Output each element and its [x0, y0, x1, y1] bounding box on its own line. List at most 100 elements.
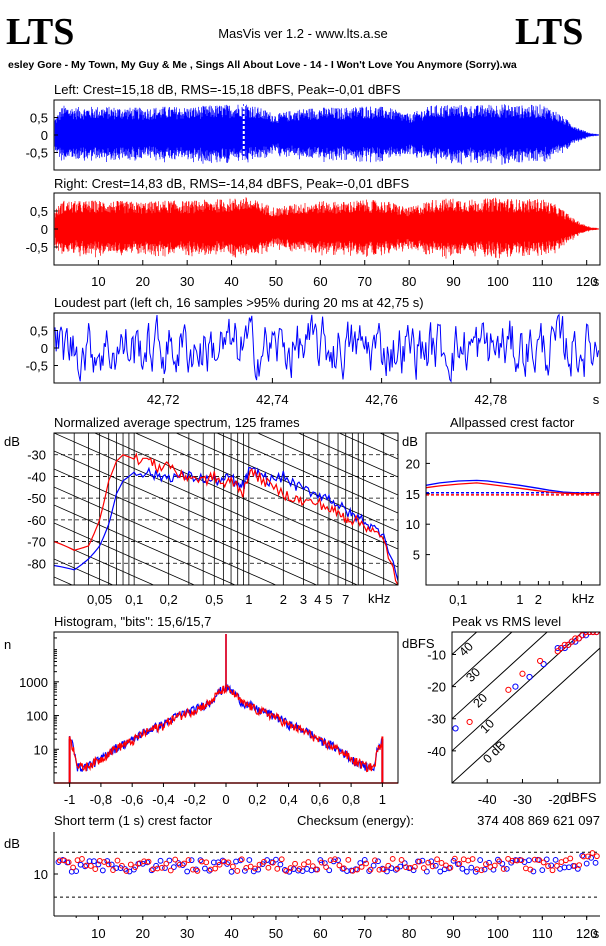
short-crest-point-red [593, 853, 600, 860]
short-crest-point-red [181, 860, 187, 867]
left-waveform-frame [53, 99, 601, 171]
short-crest-title: Short term (1 s) crest factor [54, 813, 213, 828]
short-crest-point-red [314, 866, 321, 873]
short-crest-point-red [172, 856, 179, 863]
short-crest-point-red [425, 859, 432, 866]
short-crest-point-red [110, 867, 116, 873]
histogram-title: Histogram, "bits": 15,6/15,7 [54, 614, 211, 629]
histogram-xtick-label: -0,6 [121, 792, 143, 807]
short-crest-point-red [340, 865, 347, 872]
short-crest-point-red [216, 861, 223, 868]
peak-rms-title: Peak vs RMS level [452, 614, 561, 629]
peak-rms-diagonal-label: 10 [477, 716, 497, 736]
short-crest-point-red [549, 867, 556, 874]
peak-rms-point-blue [526, 673, 533, 681]
peak-rms-point-red [561, 641, 568, 648]
short-crest-point-red [372, 857, 378, 864]
peak-rms-point-red [575, 635, 582, 642]
left-waveform-signal [54, 103, 599, 165]
right-waveform-signal [54, 197, 599, 259]
peak-rms-diagonal [452, 632, 584, 752]
right-waveform-ytick-label: 0,5 [30, 204, 48, 219]
short-crest-point-red [447, 864, 454, 871]
short-crest-point-blue [246, 857, 253, 863]
spectrum-xtick-label: 4 [314, 592, 321, 607]
spectrum-xtick-label: 0,05 [87, 592, 112, 607]
short-crest-point-blue [99, 867, 106, 874]
peak-rms-point-blue [561, 644, 568, 652]
short-crest-point-red [185, 857, 192, 863]
spectrum-ytick-label: -80 [27, 556, 46, 571]
peak-rms-point-red [579, 632, 586, 639]
short-crest-point-blue [392, 866, 399, 873]
spectrum-xtick-label: 3 [300, 592, 307, 607]
peak-rms-point-blue [452, 725, 459, 732]
time-xtick-label: 60 [313, 274, 327, 289]
time-xtick-label: 120 [576, 274, 598, 289]
short-crest-point-red [269, 859, 276, 866]
spectrum-xunit: kHz [368, 591, 390, 606]
short-crest-point-red [567, 855, 574, 862]
left-waveform-title: Left: Crest=15,18 dB, RMS=-15,18 dBFS, P… [54, 82, 401, 97]
short-crest-xtick-label: 40 [224, 926, 238, 941]
short-crest-point-blue [166, 857, 173, 864]
allpass-xtick-label: 2 [535, 592, 542, 607]
spectrum-slope-line [54, 522, 196, 585]
short-crest-point-blue [495, 856, 501, 863]
spectrum-slope-line [256, 433, 398, 496]
allpass-xtick-label: 1 [516, 592, 523, 607]
short-crest-point-red [318, 859, 325, 866]
short-crest-point-blue [543, 856, 550, 863]
short-crest-point-red [332, 856, 338, 863]
short-crest-point-blue [375, 858, 381, 865]
short-crest-point-blue [108, 861, 115, 868]
peak-rms-point-blue [540, 661, 547, 668]
peak-rms-xunit: dBFS [564, 790, 597, 805]
histogram-xtick-label: 0,6 [311, 792, 329, 807]
spectrum-slope-line [54, 504, 237, 585]
short-crest-point-red [554, 862, 560, 869]
short-crest-point-red [167, 867, 174, 874]
allpass-series-red [425, 482, 601, 495]
short-crest-point-blue [419, 857, 426, 864]
short-crest-point-red [261, 858, 267, 865]
peak-rms-xtick-label: -20 [548, 792, 567, 807]
short-crest-point-blue [153, 862, 159, 869]
allpass-ytick-label: 5 [413, 548, 420, 563]
short-crest-point-blue [463, 868, 470, 875]
spectrum-frame [53, 432, 399, 586]
short-crest-point-blue [91, 858, 97, 865]
short-crest-point-blue [503, 865, 510, 872]
short-crest-point-red [238, 856, 245, 863]
spectrum-slope-line [54, 450, 359, 585]
short-crest-point-blue [370, 862, 377, 869]
short-crest-point-blue [73, 868, 80, 875]
short-crest-point-red [394, 865, 401, 872]
track-title: esley Gore - My Town, My Guy & Me , Sing… [8, 59, 517, 71]
short-crest-point-red [70, 864, 76, 871]
peak-rms-diagonal-label: 40 [456, 639, 476, 659]
peak-rms-point-red [568, 638, 575, 645]
left-waveform: 0,5 0 -0,5 [26, 103, 599, 165]
right-waveform-ytick-label: 0 [41, 222, 48, 237]
short-crest-point-red [301, 861, 307, 868]
short-crest-point-red [540, 859, 547, 866]
histogram-xtick-label: -0,2 [184, 792, 206, 807]
spectrum-xtick-label: 0,5 [205, 592, 223, 607]
loudest-xtick-label: 42,74 [256, 392, 289, 407]
short-crest-point-red [283, 868, 290, 874]
right-waveform-ytick-label: -0,5 [26, 240, 48, 255]
logo-right: LTS [515, 11, 583, 53]
short-crest-xunit: s [593, 926, 600, 941]
peak-rms-ytick-label: -30 [427, 712, 446, 727]
short-crest-point-blue [228, 868, 235, 875]
short-crest-point-red [145, 858, 152, 865]
short-crest-point-red [585, 853, 591, 860]
short-crest-point-blue [526, 857, 532, 864]
short-crest-xtick-label: 50 [269, 926, 283, 941]
histogram-series-blue [69, 683, 383, 772]
allpass-ytick-label: 10 [406, 517, 420, 532]
histogram-xtick-label: -0,4 [152, 792, 174, 807]
short-crest-point-blue [432, 862, 439, 869]
short-crest-xtick-label: 70 [357, 926, 371, 941]
